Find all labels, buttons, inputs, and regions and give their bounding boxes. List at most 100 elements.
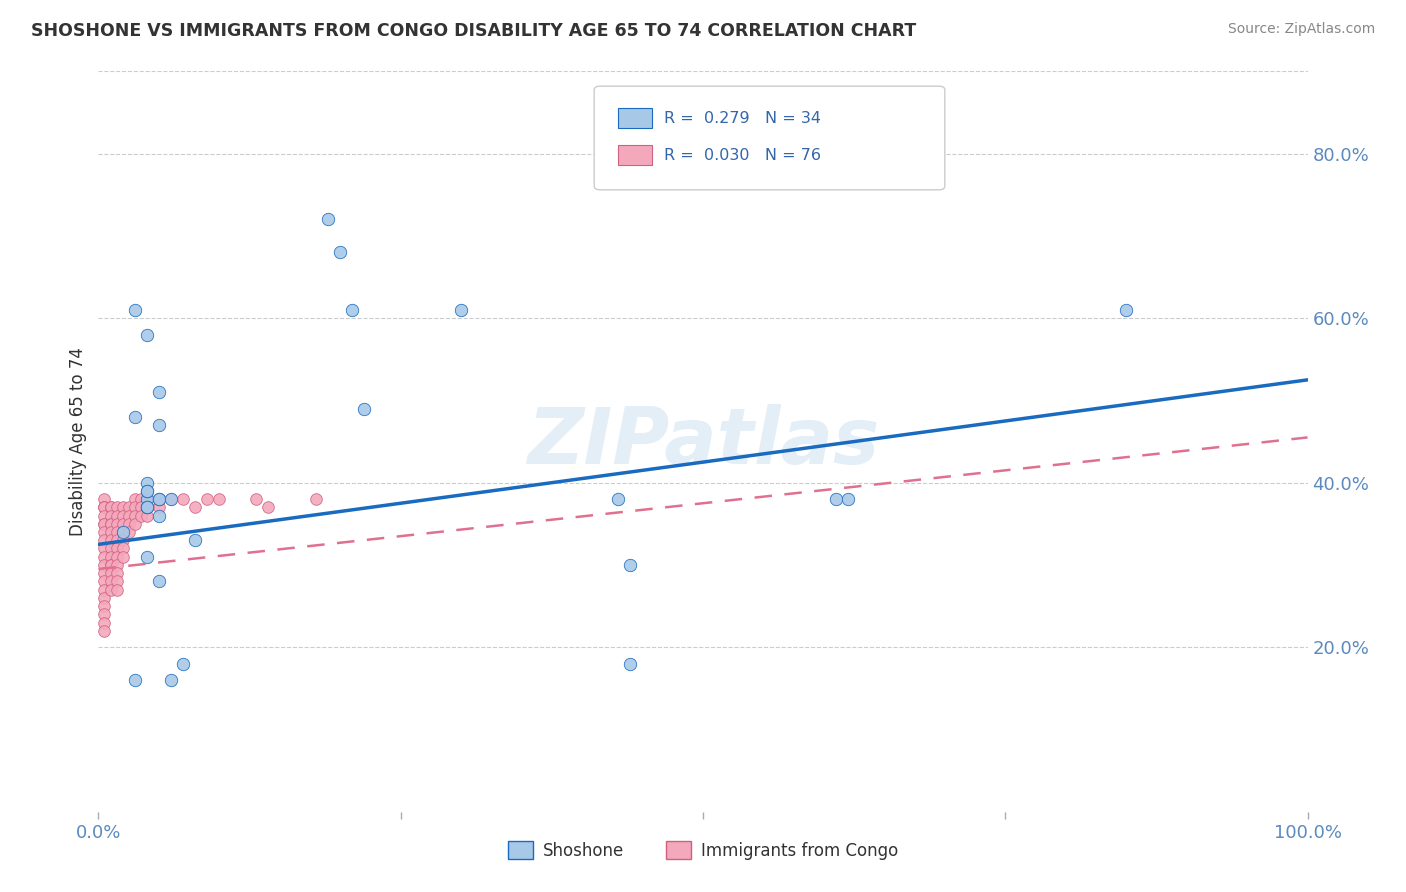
Point — [100, 533, 122, 548]
Point — [118, 516, 141, 531]
Point — [93, 516, 115, 531]
Point — [111, 500, 134, 515]
Point — [245, 492, 267, 507]
Point — [124, 516, 146, 531]
FancyBboxPatch shape — [619, 108, 652, 128]
Point — [148, 418, 170, 433]
Point — [93, 566, 115, 581]
Point — [105, 566, 128, 581]
Point — [100, 541, 122, 556]
Point — [305, 492, 328, 507]
Point — [111, 524, 134, 539]
Point — [450, 302, 472, 317]
Point — [93, 549, 115, 564]
Point — [111, 516, 134, 531]
Point — [105, 549, 128, 564]
Point — [100, 558, 122, 572]
Point — [100, 516, 122, 531]
Point — [129, 492, 152, 507]
Point — [160, 673, 183, 687]
Point — [135, 492, 157, 507]
Point — [825, 492, 848, 507]
Point — [111, 533, 134, 548]
Point — [118, 508, 141, 523]
Point — [93, 582, 115, 597]
Text: R =  0.279   N = 34: R = 0.279 N = 34 — [664, 111, 821, 126]
Point — [129, 500, 152, 515]
Point — [135, 483, 157, 498]
Point — [256, 500, 278, 515]
Point — [93, 524, 115, 539]
Text: ZIPatlas: ZIPatlas — [527, 403, 879, 480]
Point — [100, 566, 122, 581]
Point — [100, 558, 122, 572]
FancyBboxPatch shape — [595, 87, 945, 190]
Point — [124, 302, 146, 317]
Point — [148, 508, 170, 523]
Point — [148, 385, 170, 400]
Point — [135, 492, 157, 507]
Point — [184, 500, 207, 515]
Point — [148, 500, 170, 515]
Point — [148, 492, 170, 507]
FancyBboxPatch shape — [619, 145, 652, 165]
Point — [316, 212, 339, 227]
Point — [105, 558, 128, 572]
Point — [111, 541, 134, 556]
Point — [93, 558, 115, 572]
Point — [100, 582, 122, 597]
Point — [124, 508, 146, 523]
Point — [148, 492, 170, 507]
Point — [93, 533, 115, 548]
Point — [172, 492, 194, 507]
Point — [124, 500, 146, 515]
Point — [100, 508, 122, 523]
Point — [105, 524, 128, 539]
Point — [93, 574, 115, 589]
Point — [93, 624, 115, 638]
Text: SHOSHONE VS IMMIGRANTS FROM CONGO DISABILITY AGE 65 TO 74 CORRELATION CHART: SHOSHONE VS IMMIGRANTS FROM CONGO DISABI… — [31, 22, 917, 40]
Point — [93, 599, 115, 613]
Point — [342, 302, 364, 317]
Point — [105, 508, 128, 523]
Point — [195, 492, 218, 507]
Point — [184, 533, 207, 548]
Point — [353, 401, 375, 416]
Point — [619, 657, 641, 671]
Point — [148, 492, 170, 507]
Point — [100, 549, 122, 564]
Point — [118, 500, 141, 515]
Point — [135, 500, 157, 515]
Point — [135, 549, 157, 564]
Point — [105, 574, 128, 589]
Point — [93, 541, 115, 556]
Point — [124, 673, 146, 687]
Point — [160, 492, 183, 507]
Point — [93, 508, 115, 523]
Point — [208, 492, 231, 507]
Point — [329, 245, 352, 260]
Point — [135, 500, 157, 515]
Point — [129, 508, 152, 523]
Legend: Shoshone, Immigrants from Congo: Shoshone, Immigrants from Congo — [502, 835, 904, 866]
Point — [135, 508, 157, 523]
Point — [105, 541, 128, 556]
Point — [607, 492, 630, 507]
Point — [93, 500, 115, 515]
Point — [124, 409, 146, 424]
Point — [111, 549, 134, 564]
Point — [100, 574, 122, 589]
Point — [93, 516, 115, 531]
Point — [105, 582, 128, 597]
Point — [135, 500, 157, 515]
Point — [105, 516, 128, 531]
Point — [135, 483, 157, 498]
Point — [124, 492, 146, 507]
Point — [111, 524, 134, 539]
Point — [837, 492, 859, 507]
Text: Source: ZipAtlas.com: Source: ZipAtlas.com — [1227, 22, 1375, 37]
Text: R =  0.030   N = 76: R = 0.030 N = 76 — [664, 147, 821, 162]
Point — [93, 607, 115, 622]
Point — [100, 500, 122, 515]
Point — [93, 500, 115, 515]
